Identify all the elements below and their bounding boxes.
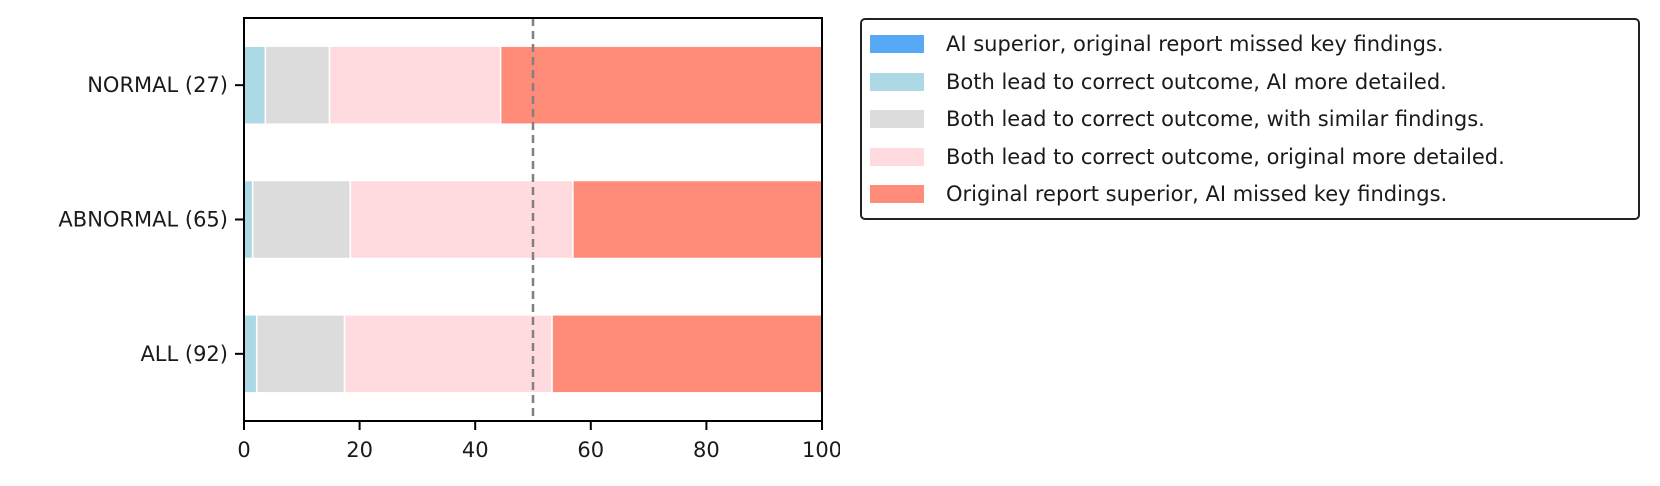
x-tick-label: 100 [802, 438, 840, 462]
bar-group [243, 45, 823, 394]
bar-segment [343, 314, 553, 394]
bar-segment [572, 179, 823, 260]
bar-segment [328, 45, 502, 125]
legend-swatch [870, 147, 924, 166]
legend-swatch [870, 35, 924, 53]
x-tick-label: 80 [693, 438, 720, 462]
y-tick-label: ABNORMAL (65) [58, 208, 228, 232]
x-axis: 0 20 40 60 80 100 [237, 421, 840, 462]
legend-label: AI superior, original report missed key … [946, 32, 1444, 56]
legend-item: Original report superior, AI missed key … [870, 176, 1447, 212]
legend-swatch [870, 72, 924, 91]
x-tick-label: 60 [577, 438, 604, 462]
legend: AI superior, original report missed key … [860, 18, 1640, 220]
legend-label: Both lead to correct outcome, with simil… [946, 107, 1485, 131]
legend-swatch [870, 110, 924, 128]
bar-segment [499, 45, 823, 125]
y-tick-label: NORMAL (27) [87, 73, 228, 97]
bar-segment [243, 314, 258, 394]
x-tick-label: 0 [237, 438, 250, 462]
x-tick-label: 20 [346, 438, 373, 462]
legend-label: Both lead to correct outcome, original m… [946, 144, 1505, 169]
y-axis: NORMAL (27) ABNORMAL (65) ALL (92) [58, 73, 244, 366]
legend-label: Original report superior, AI missed key … [946, 182, 1448, 206]
bar-segment [243, 179, 254, 260]
legend-item: Both lead to correct outcome, original m… [870, 139, 1505, 175]
stacked-bar-chart: NORMAL (27) ABNORMAL (65) ALL (92) 0 20 40 60… [58, 17, 840, 462]
bar-segment [243, 45, 267, 125]
legend-item: Both lead to correct outcome, AI more de… [870, 64, 1447, 100]
x-tick-label: 40 [462, 438, 489, 462]
legend-swatch [870, 185, 924, 203]
legend-item: AI superior, original report missed key … [870, 26, 1444, 62]
legend-label: Both lead to correct outcome, AI more de… [946, 69, 1447, 94]
legend-item: Both lead to correct outcome, with simil… [870, 101, 1485, 137]
bar-segment [551, 314, 823, 394]
bar-segment [264, 45, 331, 125]
bar-segment [349, 179, 574, 260]
y-tick-label: ALL (92) [140, 342, 228, 366]
bar-segment [251, 179, 352, 260]
bar-segment [255, 314, 346, 394]
